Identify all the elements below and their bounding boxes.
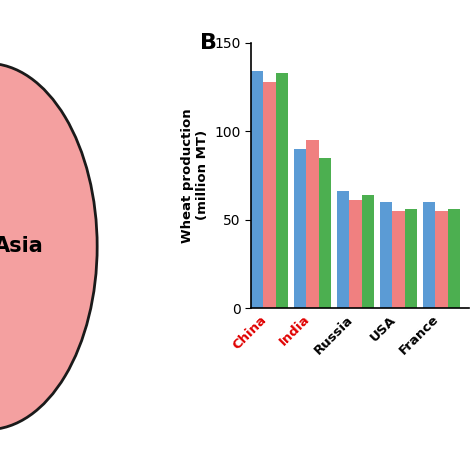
Bar xyxy=(275,73,288,308)
Bar xyxy=(294,149,306,308)
Circle shape xyxy=(0,64,97,429)
Bar xyxy=(319,158,331,308)
Bar xyxy=(337,191,349,308)
Bar xyxy=(423,202,435,308)
Bar xyxy=(392,211,405,308)
Text: Asia: Asia xyxy=(0,237,44,256)
Bar xyxy=(306,140,319,308)
Bar xyxy=(435,211,448,308)
Bar xyxy=(251,71,263,308)
Bar xyxy=(380,202,392,308)
Bar xyxy=(405,209,417,308)
Bar xyxy=(349,200,362,308)
Bar xyxy=(362,195,374,308)
Text: B: B xyxy=(200,33,217,53)
Bar xyxy=(448,209,460,308)
Bar xyxy=(263,82,275,308)
Y-axis label: Wheat production
(million MT): Wheat production (million MT) xyxy=(181,108,209,243)
